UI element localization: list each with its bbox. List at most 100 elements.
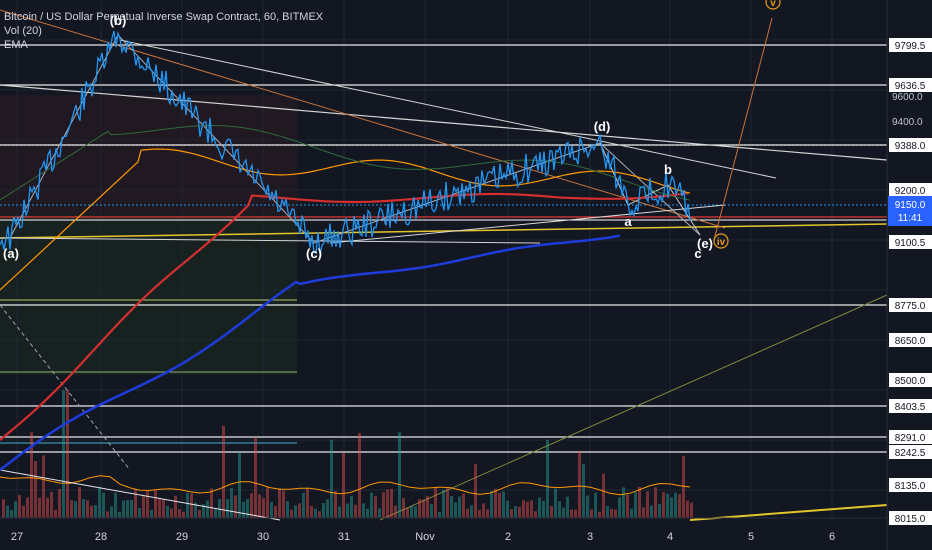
volume-bar — [174, 495, 177, 518]
wave-label: iv — [717, 237, 726, 248]
descending-trendline — [0, 84, 888, 161]
volume-bar — [310, 506, 313, 518]
volume-bar — [266, 487, 269, 518]
volume-bar — [346, 503, 349, 518]
volume-bar — [70, 500, 73, 518]
volume-bar — [366, 508, 369, 518]
price-level-label: 8500.0 — [895, 376, 926, 387]
volume-bar — [430, 504, 433, 518]
volume-bar — [502, 491, 505, 518]
volume-bar — [690, 502, 693, 518]
ema-mid-line — [0, 192, 689, 441]
volume-bar — [546, 439, 549, 518]
price-level-box — [889, 478, 932, 492]
x-tick-label: 30 — [257, 531, 269, 543]
volume-bar — [610, 508, 613, 518]
price-level-box — [889, 399, 932, 413]
volume-bar — [374, 496, 377, 518]
price-level-label: 8242.5 — [895, 448, 926, 459]
volume-bar — [522, 500, 525, 518]
volume-bar — [466, 508, 469, 518]
volume-bar — [410, 505, 413, 518]
volume-bar — [226, 499, 229, 518]
volume-bar — [38, 497, 41, 518]
volume-bar — [618, 497, 621, 518]
volume-bar — [454, 502, 457, 518]
ema-long-line — [0, 234, 621, 471]
volume-bar — [498, 492, 501, 518]
volume-bar — [138, 507, 141, 518]
volume-bar — [302, 492, 305, 518]
volume-bar — [578, 450, 581, 518]
volume-bar — [18, 494, 21, 518]
current-price-label: 9150.0 — [895, 200, 926, 211]
wave-label: b — [664, 162, 672, 177]
volume-bar — [458, 496, 461, 518]
volume-bar — [490, 490, 493, 518]
x-tick-label: 2 — [505, 531, 511, 543]
volume-bar — [538, 497, 541, 518]
volume-bar — [354, 504, 357, 518]
lower-white-line — [0, 469, 281, 521]
volume-bar — [66, 390, 69, 518]
volume-bar — [110, 506, 113, 518]
volume-bar — [222, 425, 225, 518]
wave-v-circle — [765, 0, 781, 10]
price-level-label: 8403.5 — [895, 402, 926, 413]
x-tick-label: 31 — [338, 531, 350, 543]
volume-bar — [298, 503, 301, 518]
volume-bar — [654, 487, 657, 518]
volume-bar — [438, 511, 441, 518]
volume-bar — [682, 455, 685, 518]
volume-bar — [202, 504, 205, 518]
wave-label: (a) — [3, 246, 19, 261]
triangle-lower-line — [0, 237, 541, 244]
volume-bar — [446, 488, 449, 518]
volume-bar — [342, 452, 345, 518]
volume-bar — [258, 494, 261, 518]
volume-bar — [162, 499, 165, 518]
price-level-box — [889, 38, 932, 52]
x-tick-label: Nov — [415, 531, 435, 543]
volume-bar — [382, 492, 385, 518]
price-level-label: 9636.5 — [895, 81, 926, 92]
volume-bar — [406, 507, 409, 518]
y-tick-label: 9400.0 — [892, 117, 923, 128]
price-level-box — [889, 298, 932, 312]
volume-bar — [450, 495, 453, 518]
volume-bar — [506, 500, 509, 518]
volume-bar — [206, 500, 209, 518]
volume-bar — [582, 463, 585, 518]
volume-bar — [90, 505, 93, 518]
volume-bar — [62, 390, 65, 518]
price-level-label: 9100.5 — [895, 238, 926, 249]
volume-bar — [318, 511, 321, 518]
volume-bar — [106, 511, 109, 518]
volume-bar — [34, 460, 37, 518]
volume-bar — [186, 492, 189, 518]
x-tick-label: 27 — [11, 531, 23, 543]
volume-bar — [218, 499, 221, 518]
chart-legend: Bitcoin / US Dollar Perpetual Inverse Sw… — [4, 10, 323, 52]
volume-bar — [338, 506, 341, 518]
volume-bar — [462, 493, 465, 518]
volume-bar — [518, 506, 521, 518]
volume-bar — [2, 499, 5, 518]
volume-bar — [230, 488, 233, 518]
volume-bar — [290, 509, 293, 518]
volume-bar — [390, 488, 393, 518]
volume-bar — [286, 501, 289, 518]
volume-bar — [142, 494, 145, 518]
volume-bar — [238, 452, 241, 518]
volume-bar — [350, 495, 353, 518]
volume-bar — [46, 497, 49, 518]
volume-bar — [530, 500, 533, 518]
volume-bar — [362, 503, 365, 518]
volume-bar — [270, 501, 273, 518]
volume-bar — [558, 501, 561, 518]
volume-bar — [662, 492, 665, 518]
volume-bar — [26, 497, 29, 518]
volume-bar — [542, 500, 545, 518]
volume-bar — [614, 509, 617, 518]
volume-bar — [262, 498, 265, 518]
